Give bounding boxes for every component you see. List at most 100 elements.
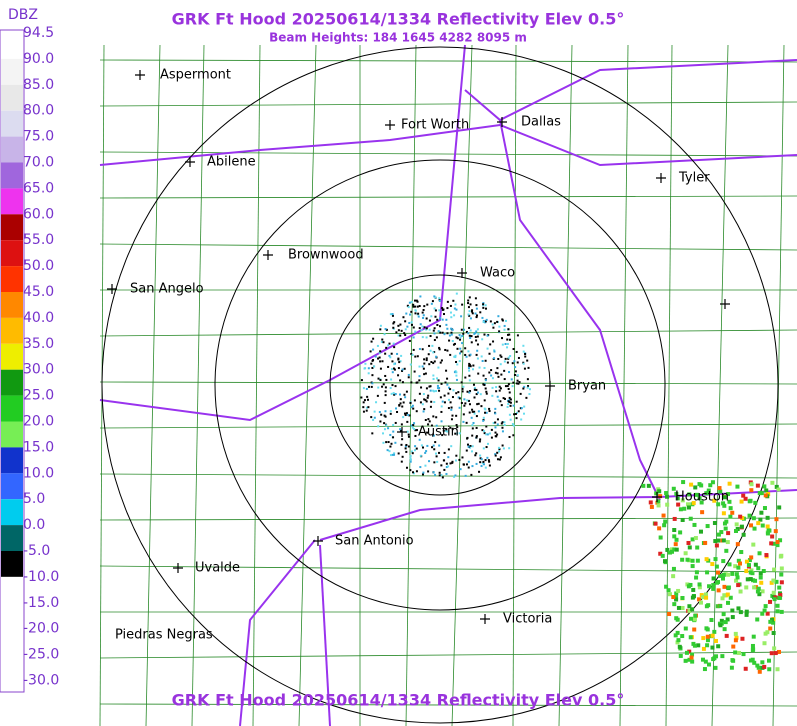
echo <box>466 399 469 402</box>
echo <box>497 357 500 360</box>
echo <box>768 599 773 604</box>
echo <box>393 393 396 396</box>
echo <box>465 449 468 452</box>
echo <box>687 545 692 550</box>
echo <box>475 462 478 465</box>
echo <box>434 309 437 312</box>
echo <box>418 365 421 368</box>
echo <box>468 334 471 337</box>
echo <box>481 316 484 319</box>
echo <box>718 489 723 494</box>
echo <box>699 500 704 505</box>
echo <box>738 589 743 594</box>
echo <box>515 382 518 385</box>
echo <box>705 570 710 575</box>
city-marker <box>480 614 490 624</box>
echo <box>526 359 529 362</box>
echo <box>704 557 709 562</box>
echo <box>465 463 468 466</box>
legend-label: 15.0 <box>23 439 54 455</box>
echo <box>468 411 471 414</box>
echo <box>488 460 491 463</box>
echo <box>747 558 752 563</box>
echo <box>376 394 379 397</box>
echo <box>477 372 480 375</box>
echo <box>391 314 394 317</box>
echo <box>779 553 784 558</box>
echo <box>407 376 410 379</box>
echo <box>704 491 709 496</box>
echo <box>479 461 482 464</box>
echo <box>671 595 676 600</box>
echo <box>385 346 388 349</box>
echo <box>721 511 726 516</box>
echo <box>475 316 478 319</box>
echo <box>423 373 426 376</box>
echo <box>507 357 510 360</box>
echo <box>685 502 690 507</box>
legend-swatch <box>1 369 23 396</box>
echo <box>408 414 411 417</box>
legend-label: 50.0 <box>23 258 54 274</box>
echo <box>409 401 412 404</box>
echo <box>445 472 448 475</box>
echo <box>412 303 415 306</box>
legend-swatch <box>1 84 23 111</box>
echo <box>506 405 509 408</box>
echo <box>467 299 470 302</box>
subtitle: Beam Heights: 184 1645 4282 8095 m <box>269 31 527 45</box>
echo <box>431 446 434 449</box>
echo <box>455 424 458 427</box>
legend-label: 40.0 <box>23 310 54 326</box>
city-label: Houston <box>675 490 729 505</box>
echo <box>467 313 470 316</box>
county-line <box>512 44 517 726</box>
city-label: San Antonio <box>335 534 414 549</box>
echo <box>509 401 512 404</box>
echo <box>508 371 511 374</box>
echo <box>430 315 433 318</box>
echo <box>508 338 511 341</box>
echo <box>739 524 744 529</box>
echo <box>434 315 437 318</box>
echo <box>509 398 512 401</box>
echo <box>694 575 699 580</box>
echo <box>444 429 447 432</box>
echo <box>404 445 407 448</box>
echo <box>475 388 478 391</box>
echo <box>370 340 373 343</box>
echo <box>438 444 441 447</box>
echo <box>399 379 402 382</box>
echo <box>704 595 709 600</box>
legend-label: -10.0 <box>23 569 59 585</box>
echo <box>720 596 725 601</box>
echo <box>428 420 431 423</box>
echo <box>690 537 695 542</box>
echo <box>419 466 422 469</box>
echo <box>684 650 689 655</box>
echo <box>410 321 413 324</box>
echo <box>751 647 756 652</box>
echo <box>771 631 776 636</box>
echo <box>396 352 399 355</box>
echo <box>404 320 407 323</box>
echo <box>461 390 464 393</box>
echo <box>415 410 418 413</box>
echo <box>365 409 368 412</box>
echo <box>403 393 406 396</box>
echo <box>416 305 419 308</box>
city-label: Dallas <box>521 115 561 130</box>
echo <box>752 660 757 665</box>
city-marker <box>185 157 195 167</box>
echo <box>445 318 448 321</box>
echo <box>760 611 765 616</box>
echo <box>499 387 502 390</box>
echo <box>474 454 477 457</box>
echo <box>653 521 658 526</box>
echo <box>410 381 413 384</box>
echo <box>747 513 752 518</box>
echo <box>414 305 417 308</box>
echo <box>724 633 729 638</box>
city-label: Tyler <box>678 171 710 186</box>
legend-label: 10.0 <box>23 465 54 481</box>
